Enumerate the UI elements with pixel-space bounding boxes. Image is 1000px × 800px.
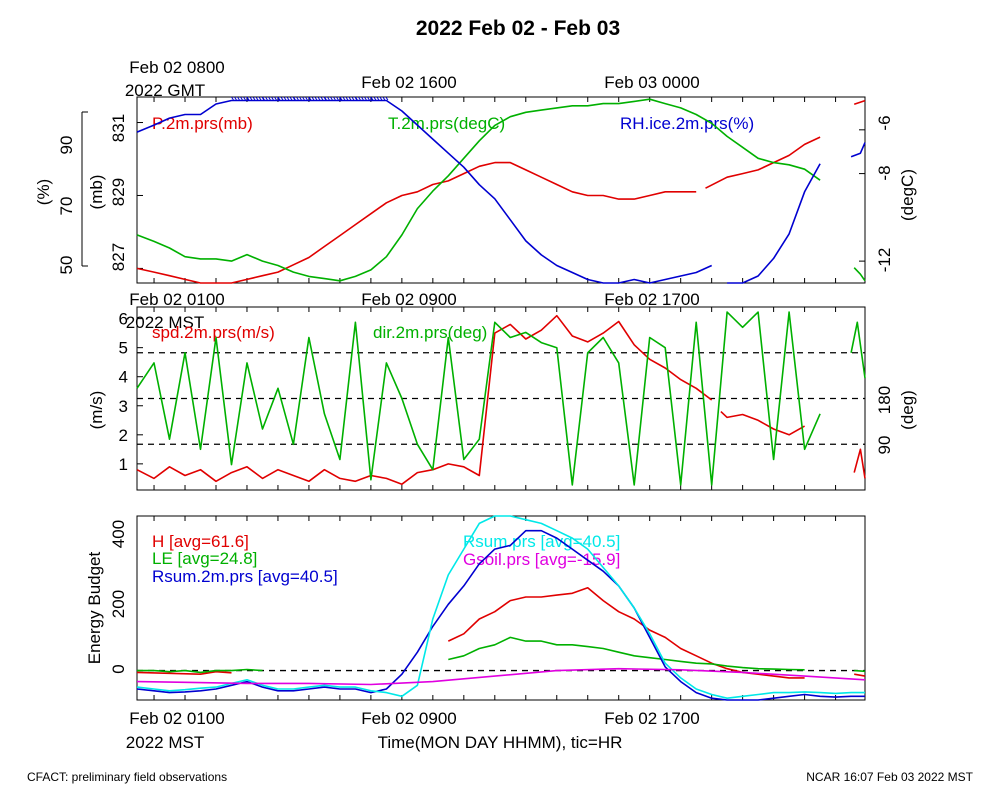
energy-axis-label: Energy Budget — [85, 551, 104, 664]
footer-right: NCAR 16:07 Feb 03 2022 MST — [806, 770, 973, 784]
series-line-2-6 — [136, 529, 865, 701]
series-line-2-2 — [854, 673, 866, 677]
hour-ticks — [153, 307, 837, 490]
legend-sensible-heat: H [avg=61.6] — [152, 532, 249, 551]
series-line-0-6 — [727, 163, 821, 284]
series-line-2-0 — [136, 670, 232, 676]
series-line-2-3 — [137, 668, 263, 674]
series-line-0-0 — [136, 161, 697, 284]
mst-tick-label: Feb 02 0900 — [361, 709, 456, 728]
series-line-0-2 — [853, 99, 866, 106]
series-line-2-7 — [136, 515, 865, 700]
speed-tick-label: 5 — [119, 339, 128, 358]
mst-zone-label: 2022 MST — [126, 313, 204, 332]
speed-axis-label: (m/s) — [87, 391, 106, 430]
gmt-zone-label: 2022 GMT — [125, 81, 205, 100]
direction-tick-label: 90 — [875, 436, 894, 455]
panel1-ticks — [137, 122, 865, 269]
energy-tick-label: 400 — [109, 520, 128, 548]
speed-tick-label: 6 — [119, 310, 128, 329]
rh-tick-label: 90 — [57, 136, 76, 155]
series-line-1-1 — [720, 411, 805, 436]
series-line-2-5 — [854, 669, 866, 673]
legend-temperature: T.2m.prs(degC) — [388, 114, 505, 133]
mst-tick-label: Feb 02 0100 — [129, 709, 224, 728]
series-line-1-3 — [136, 311, 821, 486]
direction-tick-label: 180 — [875, 386, 894, 414]
series-line-0-4 — [853, 267, 866, 282]
series-line-1-2 — [853, 448, 866, 479]
energy-tick-label: 200 — [109, 590, 128, 618]
temperature-tick-label: -12 — [875, 248, 894, 273]
chart-title: 2022 Feb 02 - Feb 03 — [416, 17, 620, 40]
speed-tick-label: 1 — [119, 455, 128, 474]
rh-axis-label: (%) — [34, 179, 53, 205]
series-line-0-7 — [850, 142, 866, 158]
legend-pressure: P.2m.prs(mb) — [152, 114, 253, 133]
series-line-2-8 — [136, 667, 866, 686]
temperature-axis-label: (degC) — [898, 169, 917, 221]
gmt-tick-label: Feb 02 1600 — [361, 73, 456, 92]
legend-wind-speed: spd.2m.prs(m/s) — [152, 323, 275, 342]
series-line-0-1 — [705, 136, 821, 189]
legend-rsum: Rsum.prs [avg=40.5] — [463, 532, 620, 551]
speed-tick-label: 2 — [119, 426, 128, 445]
speed-tick-labels: 1 2 3 4 5 6 — [119, 310, 143, 474]
series-line-0-3 — [136, 98, 821, 282]
energy-tick-label: 0 — [109, 664, 128, 673]
series-line-2-4 — [448, 636, 805, 671]
pressure-tick-label: 831 — [109, 114, 128, 142]
series-line-2-1 — [447, 586, 805, 679]
x-axis-label: Time(MON DAY HHMM), tic=HR — [378, 733, 623, 752]
pressure-tick-label: 827 — [109, 243, 128, 271]
pressure-tick-label: 829 — [109, 178, 128, 206]
rh-tick-label: 70 — [57, 197, 76, 216]
mst-tick-label: Feb 02 0100 — [129, 290, 224, 309]
chart-series — [136, 96, 866, 701]
temperature-tick-label: -8 — [875, 165, 894, 180]
legend-rsum-2m: Rsum.2m.prs [avg=40.5] — [152, 567, 338, 586]
temperature-tick-label: -6 — [875, 115, 894, 130]
speed-tick-label: 4 — [119, 368, 128, 387]
rh-tick-label: 50 — [57, 256, 76, 275]
gmt-tick-label: Feb 02 0800 — [129, 58, 224, 77]
panel1-frame — [136, 96, 866, 284]
mst-tick-label: Feb 02 0900 — [361, 290, 456, 309]
speed-tick-label: 3 — [119, 397, 128, 416]
legend-wind-direction: dir.2m.prs(deg) — [373, 323, 487, 342]
pressure-axis-label: (mb) — [87, 175, 106, 210]
footer-left: CFACT: preliminary field observations — [27, 770, 227, 784]
legend-rh: RH.ice.2m.prs(%) — [620, 114, 754, 133]
series-line-1-0 — [136, 314, 713, 486]
series-line-1-4 — [850, 321, 866, 379]
series-line-0-5 — [136, 99, 713, 284]
mst-tick-label: Feb 02 1700 — [604, 290, 699, 309]
mst-tick-label: Feb 02 1700 — [604, 709, 699, 728]
rh-saturation-markers — [231, 96, 389, 101]
legend-latent-heat: LE [avg=24.8] — [152, 549, 257, 568]
gmt-tick-label: Feb 03 0000 — [604, 73, 699, 92]
direction-axis-label: (deg) — [898, 390, 917, 430]
mst-zone-label: 2022 MST — [126, 733, 204, 752]
